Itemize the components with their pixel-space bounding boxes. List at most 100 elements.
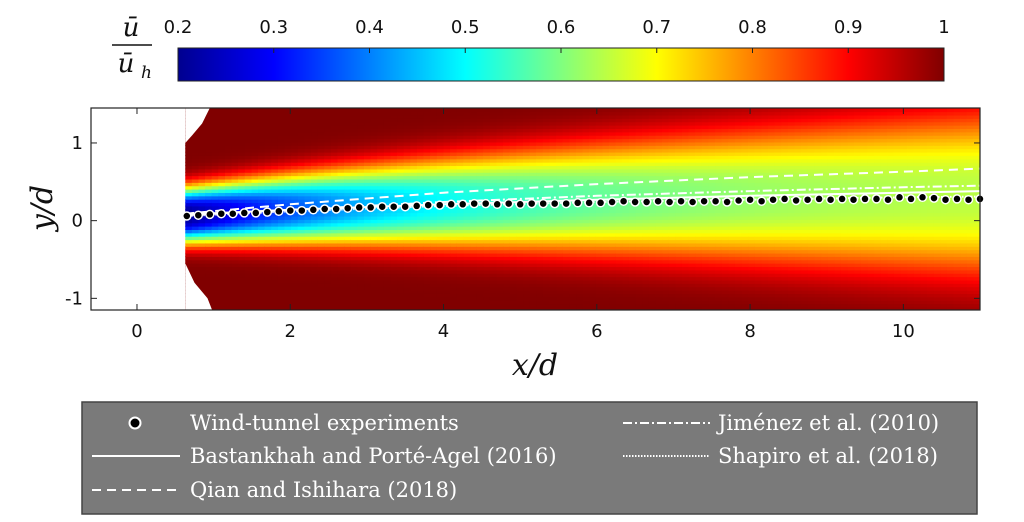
field-cell xyxy=(403,286,412,291)
field-cell xyxy=(383,222,392,227)
field-cell xyxy=(721,118,730,123)
field-cell xyxy=(542,262,551,268)
field-cell xyxy=(357,175,365,180)
field-cell xyxy=(297,178,306,183)
field-cell xyxy=(337,202,346,207)
field-cell xyxy=(708,188,716,193)
field-cell xyxy=(715,269,723,274)
field-cell xyxy=(377,168,385,173)
field-cell xyxy=(244,306,253,310)
field-cell xyxy=(205,266,213,271)
field-cell xyxy=(403,269,412,274)
field-cell xyxy=(258,158,266,163)
field-cell xyxy=(430,124,438,129)
field-cell xyxy=(350,215,359,220)
field-cell xyxy=(463,141,471,146)
field-cell xyxy=(489,249,498,254)
field-cell xyxy=(456,279,465,284)
field-cell xyxy=(728,212,736,217)
field-cell xyxy=(383,131,392,136)
field-cell xyxy=(304,272,312,278)
field-cell xyxy=(602,151,610,156)
field-cell xyxy=(244,219,253,224)
field-cell xyxy=(450,212,458,217)
field-cell xyxy=(258,256,266,261)
field-cell xyxy=(284,121,293,126)
field-cell xyxy=(496,303,504,308)
field-cell xyxy=(463,256,471,261)
field-cell xyxy=(436,209,445,214)
field-cell xyxy=(549,111,557,116)
field-cell xyxy=(364,175,372,180)
field-cell xyxy=(642,138,650,143)
field-cell xyxy=(609,205,617,210)
field-cell xyxy=(317,246,326,251)
field-cell xyxy=(403,209,412,214)
field-cell xyxy=(476,118,485,123)
field-cell xyxy=(516,158,524,163)
field-cell xyxy=(225,283,233,288)
field-cell xyxy=(191,262,200,268)
field-cell xyxy=(701,118,710,123)
field-cell xyxy=(688,134,697,140)
field-cell xyxy=(582,246,591,251)
field-cell xyxy=(430,158,438,163)
field-cell xyxy=(642,182,650,187)
field-cell xyxy=(450,249,458,254)
field-cell xyxy=(628,212,637,217)
field-cell xyxy=(496,121,504,126)
field-cell xyxy=(708,293,716,298)
field-cell xyxy=(615,155,624,160)
field-cell xyxy=(397,279,405,284)
field-cell xyxy=(443,232,451,237)
field-cell xyxy=(311,303,319,308)
field-cell xyxy=(489,242,498,247)
field-cell xyxy=(476,212,485,217)
field-cell xyxy=(337,188,346,193)
field-cell xyxy=(529,141,538,146)
field-cell xyxy=(390,124,398,129)
field-cell xyxy=(615,269,624,274)
field-cell xyxy=(377,182,385,187)
field-cell xyxy=(715,118,723,123)
field-cell xyxy=(205,276,213,281)
field-cell xyxy=(582,303,591,308)
field-cell xyxy=(476,161,485,167)
field-cell xyxy=(582,188,591,193)
field-cell xyxy=(251,262,259,268)
field-cell xyxy=(238,118,246,123)
field-cell xyxy=(198,145,206,150)
field-cell xyxy=(324,165,332,170)
field-cell xyxy=(609,219,617,224)
field-cell xyxy=(648,202,657,207)
field-cell xyxy=(430,141,438,146)
field-cell xyxy=(489,252,498,257)
field-cell xyxy=(417,276,425,281)
field-cell xyxy=(370,138,379,143)
field-cell xyxy=(715,219,723,224)
field-cell xyxy=(205,165,213,170)
field-cell xyxy=(311,235,319,241)
field-cell xyxy=(357,276,365,281)
field-cell xyxy=(211,215,220,220)
field-cell xyxy=(470,138,478,143)
field-cell xyxy=(470,266,478,271)
field-cell xyxy=(589,303,597,308)
field-cell xyxy=(198,185,206,190)
field-cell xyxy=(264,266,273,271)
field-cell xyxy=(503,303,511,308)
field-cell xyxy=(383,141,392,146)
field-cell xyxy=(622,114,630,119)
field-cell xyxy=(701,303,710,308)
field-cell xyxy=(609,131,617,136)
field-cell xyxy=(423,262,432,268)
field-cell xyxy=(503,296,511,301)
field-cell xyxy=(635,256,644,261)
field-cell xyxy=(576,128,584,133)
field-cell xyxy=(317,192,326,197)
field-cell xyxy=(470,246,478,251)
field-cell xyxy=(549,289,557,294)
field-cell xyxy=(324,269,332,274)
field-cell xyxy=(397,168,405,173)
field-cell xyxy=(582,111,591,116)
